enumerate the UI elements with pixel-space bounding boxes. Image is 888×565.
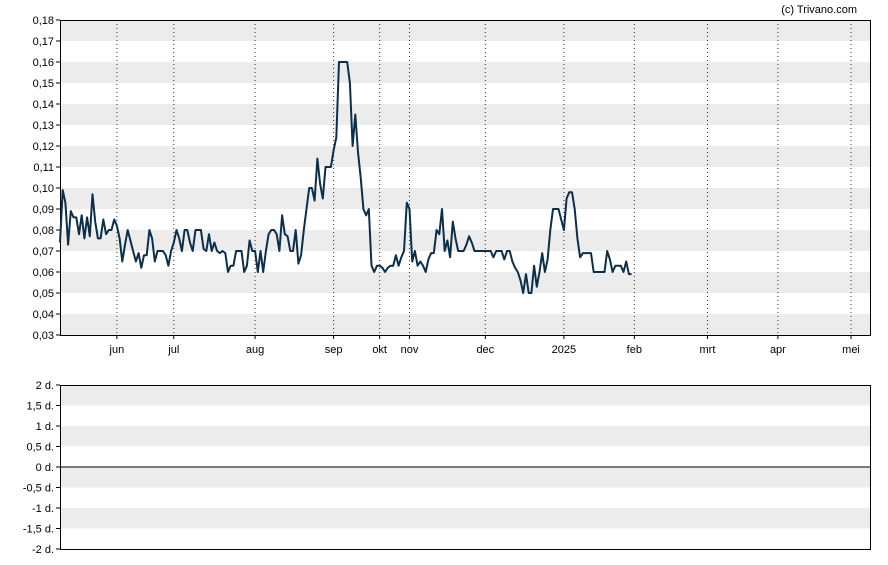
y-tick-label: 0,5 d. (26, 442, 54, 454)
y-tick-label: 0,17 (33, 36, 54, 48)
y-tick-label: 1,5 d. (26, 401, 54, 413)
copyright-label: (c) Trivano.com (781, 4, 857, 16)
y-tick-label: -2 d. (32, 544, 54, 556)
y-tick-label: 0,12 (33, 141, 54, 153)
bottom-chart-bands (60, 385, 870, 529)
x-tick-label: jun (109, 344, 125, 356)
y-tick-label: 0 d. (36, 462, 54, 474)
top-chart-x-ticks: jun jul aug sep okt nov dec 2025 feb mrt apr mei (109, 335, 860, 356)
x-tick-label: okt (372, 344, 387, 356)
bottom-chart-y-ticks: 2 d. 1,5 d. 1 d. 0,5 d. 0 d. -0,5 d. -1 d. -1,5… (23, 380, 60, 556)
y-tick-label: -1 d. (32, 503, 54, 515)
top-band (60, 188, 870, 209)
top-plot-border (60, 20, 871, 336)
y-tick-label: 0,04 (33, 309, 54, 321)
top-chart-bands (60, 20, 870, 335)
y-tick-label: 0,16 (33, 57, 54, 69)
y-tick-label: 1 d. (36, 421, 54, 433)
bottom-band (60, 385, 870, 406)
y-tick-label: 0,13 (33, 120, 54, 132)
x-tick-label: aug (246, 344, 264, 356)
top-band (60, 146, 870, 167)
y-tick-label: 0,11 (33, 162, 54, 174)
price-series-line (59, 61, 632, 294)
y-tick-label: -0,5 d. (23, 483, 54, 495)
top-band (60, 272, 870, 293)
y-tick-label: 0,14 (33, 99, 54, 111)
y-tick-label: 0,18 (33, 15, 54, 27)
top-band (60, 20, 870, 41)
bottom-chart-frame (60, 385, 871, 550)
bottom-band (60, 426, 870, 447)
y-tick-label: 0,07 (33, 246, 54, 258)
top-band (60, 314, 870, 335)
top-chart-y-ticks: 0,03 0,04 0,05 0,06 0,07 0,08 0,09 0,10 0,11 0,12… (33, 15, 60, 342)
x-tick-label: mrt (700, 344, 716, 356)
y-tick-label: 0,10 (33, 183, 54, 195)
top-band (60, 62, 870, 83)
x-tick-label: sep (325, 344, 343, 356)
y-tick-label: -1,5 d. (23, 524, 54, 536)
top-band (60, 104, 870, 125)
y-tick-label: 0,15 (33, 78, 54, 90)
y-tick-label: 0,06 (33, 267, 54, 279)
x-tick-label: feb (627, 344, 642, 356)
top-chart-series (59, 61, 632, 294)
x-tick-label: apr (770, 344, 786, 356)
bottom-band (60, 467, 870, 488)
top-chart-vertical-gridlines (116, 20, 852, 335)
x-tick-label: nov (401, 344, 419, 356)
x-tick-label: 2025 (552, 344, 576, 356)
bottom-band (60, 508, 870, 529)
top-band (60, 230, 870, 251)
y-tick-label: 0,03 (33, 330, 54, 342)
y-tick-label: 0,09 (33, 204, 54, 216)
x-tick-label: jul (167, 344, 179, 356)
x-tick-label: dec (476, 344, 494, 356)
y-tick-label: 2 d. (36, 380, 54, 392)
y-tick-label: 0,05 (33, 288, 54, 300)
y-tick-label: 0,08 (33, 225, 54, 237)
x-tick-label: mei (842, 344, 860, 356)
top-chart-frame (60, 20, 871, 336)
